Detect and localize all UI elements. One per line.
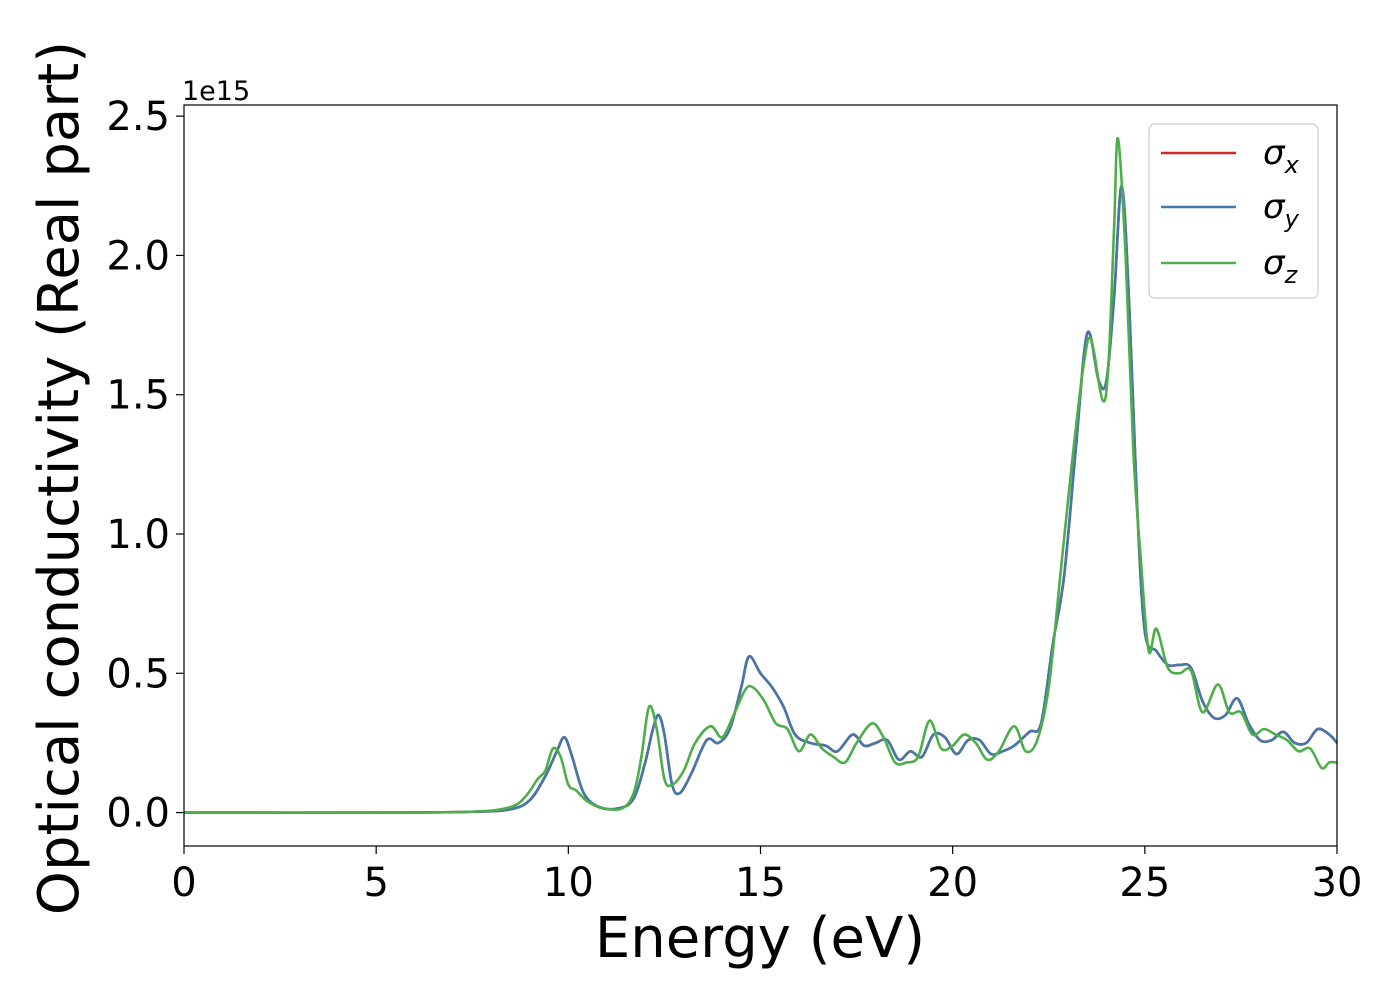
x-tick-label: 0 (171, 860, 196, 906)
x-axis: 0 5 10 15 20 25 30 (171, 846, 1362, 906)
y-offset-label: 1e15 (182, 76, 250, 107)
series-line-y (184, 184, 1337, 814)
y-axis-title: Optical conductivity (Real part) (27, 41, 92, 915)
y-tick-label: 2.5 (106, 94, 170, 140)
x-tick-label: 5 (363, 860, 388, 906)
y-tick-label: 0.5 (106, 651, 170, 697)
x-tick-label: 30 (1312, 860, 1363, 906)
x-tick-label: 15 (735, 860, 786, 906)
y-axis: 0.0 0.5 1.0 1.5 2.0 2.5 (106, 94, 184, 837)
y-tick-label: 1.0 (106, 512, 170, 558)
x-tick-label: 20 (927, 860, 978, 906)
x-tick-label: 10 (543, 860, 594, 906)
y-tick-label: 0.0 (106, 791, 170, 837)
legend-box (1148, 123, 1319, 299)
y-tick-label: 1.5 (106, 373, 170, 419)
x-axis-title: Energy (eV) (595, 906, 925, 971)
y-tick-label: 2.0 (106, 233, 170, 279)
series-layer (184, 137, 1337, 814)
x-tick-label: 25 (1119, 860, 1170, 906)
series-line-z (184, 137, 1337, 814)
